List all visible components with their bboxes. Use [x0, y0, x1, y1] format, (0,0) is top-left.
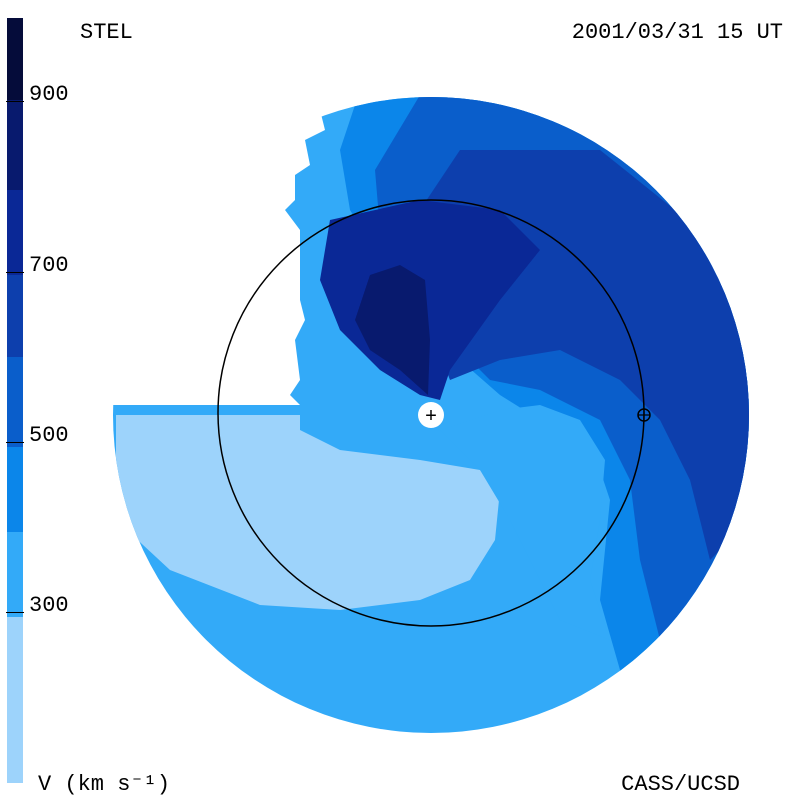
region-light-swirl [440, 405, 610, 640]
colorbar-band [7, 617, 23, 783]
region-darkest [355, 265, 430, 395]
colorbar-band [7, 447, 23, 532]
colorbar-band [7, 532, 23, 617]
instrument-title: STEL [80, 20, 133, 45]
sun-plus-icon: + [425, 406, 437, 429]
velocity-units-label: V (km s⁻¹) [38, 772, 171, 797]
colorbar-tick [6, 101, 24, 102]
colorbar-tick-label: 500 [29, 423, 69, 448]
colorbar-tick [6, 272, 24, 273]
colorbar-tick [6, 442, 24, 443]
colorbar-tick-label: 900 [29, 82, 69, 107]
colorbar-tick-label: 700 [29, 253, 69, 278]
missing-data-region [100, 90, 330, 405]
colorbar-tick-label: 300 [29, 593, 69, 618]
credit-label: CASS/UCSD [621, 772, 740, 797]
colorbar-band [7, 100, 23, 190]
velocity-colorbar [7, 18, 23, 783]
sun-marker [418, 402, 444, 428]
colorbar-band [7, 190, 23, 275]
timestamp-label: 2001/03/31 15 UT [571, 20, 783, 45]
colorbar-band [7, 357, 23, 447]
colorbar-band [7, 275, 23, 357]
colorbar-tick [6, 612, 24, 613]
colorbar-band [7, 18, 23, 100]
region-lightest [116, 415, 500, 610]
